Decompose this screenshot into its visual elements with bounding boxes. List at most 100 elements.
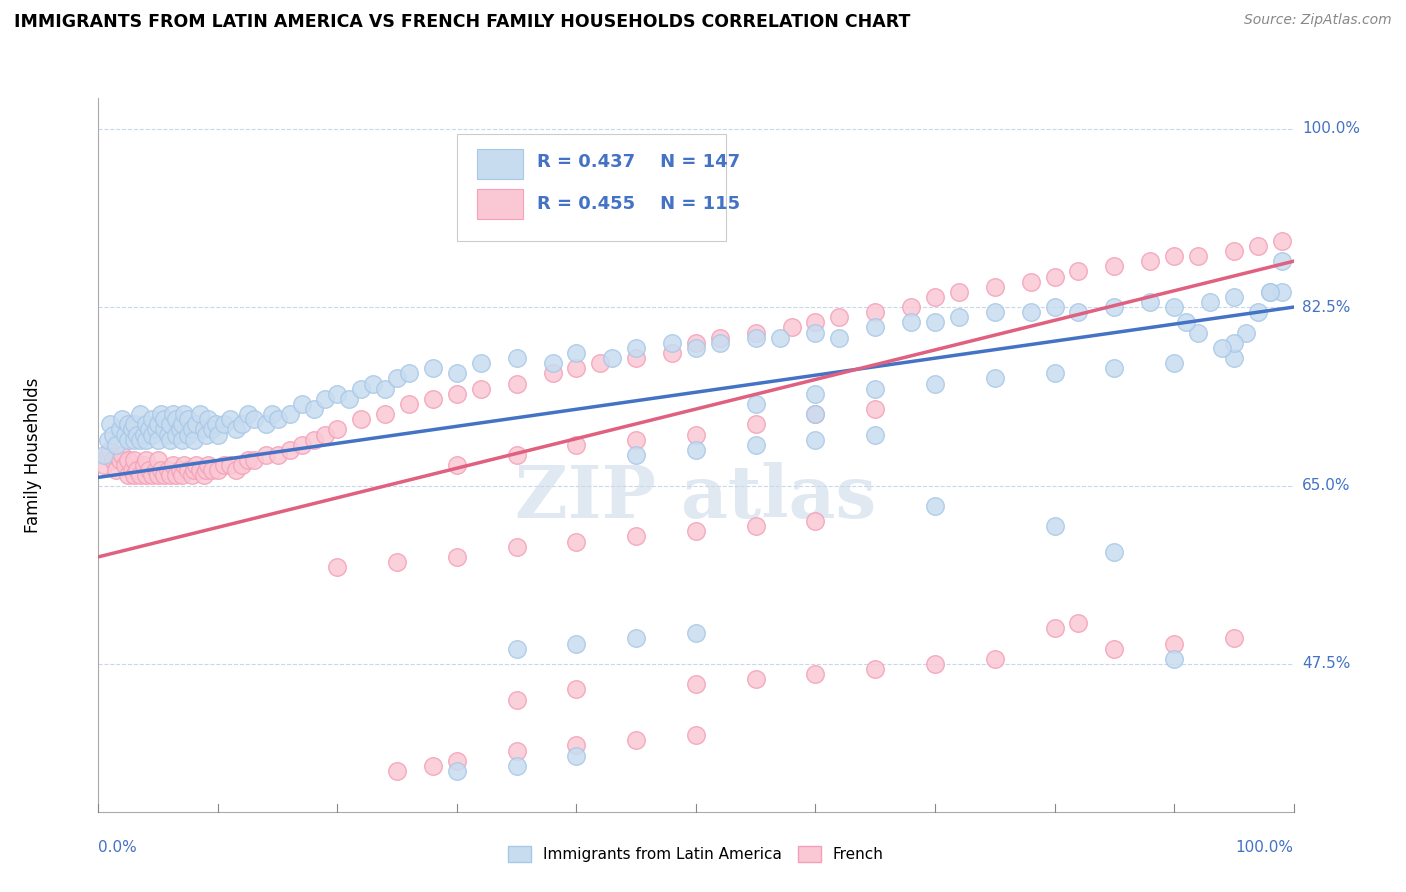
Point	[121, 463, 143, 477]
Point	[180, 468, 202, 483]
Point	[685, 728, 707, 742]
Point	[124, 417, 146, 432]
Point	[506, 540, 529, 554]
Point	[141, 412, 163, 426]
Text: R = 0.455    N = 115: R = 0.455 N = 115	[537, 194, 740, 212]
Point	[1019, 305, 1042, 319]
Point	[125, 427, 148, 442]
Point	[148, 468, 170, 483]
Point	[194, 463, 217, 477]
Point	[1163, 300, 1185, 314]
Point	[983, 652, 1005, 666]
Point	[326, 386, 349, 401]
Point	[141, 468, 163, 483]
Point	[863, 320, 886, 334]
Point	[1246, 305, 1268, 319]
Point	[162, 407, 184, 421]
Point	[326, 422, 349, 436]
Point	[565, 361, 588, 376]
Point	[101, 427, 124, 442]
Point	[156, 463, 179, 477]
Point	[162, 458, 184, 472]
Point	[685, 524, 707, 539]
Point	[446, 386, 468, 401]
Point	[1222, 335, 1246, 350]
FancyBboxPatch shape	[477, 189, 523, 219]
Point	[1198, 295, 1220, 310]
Point	[225, 422, 247, 436]
Point	[565, 346, 588, 360]
Point	[290, 397, 312, 411]
Point	[1043, 269, 1066, 284]
Point	[260, 407, 283, 421]
Point	[398, 397, 420, 411]
Point	[98, 442, 122, 457]
Point	[194, 427, 217, 442]
Point	[148, 417, 170, 432]
Point	[114, 427, 136, 442]
Point	[565, 636, 588, 650]
Point	[506, 759, 529, 773]
Point	[153, 422, 176, 436]
Point	[1234, 326, 1257, 340]
Point	[804, 386, 827, 401]
Point	[1187, 249, 1209, 263]
Point	[117, 468, 139, 483]
Point	[565, 438, 588, 452]
Point	[186, 458, 208, 472]
Point	[97, 433, 120, 447]
Point	[600, 351, 623, 365]
Text: R = 0.437    N = 147: R = 0.437 N = 147	[537, 153, 740, 171]
Point	[924, 315, 946, 329]
Point	[506, 692, 529, 706]
Point	[506, 743, 529, 757]
Point	[149, 463, 172, 477]
Point	[685, 427, 707, 442]
Point	[114, 458, 136, 472]
Point	[117, 453, 139, 467]
Point	[506, 641, 529, 656]
Point	[1067, 264, 1090, 278]
Point	[983, 305, 1005, 319]
Point	[145, 463, 167, 477]
Point	[863, 382, 886, 396]
Point	[302, 402, 325, 417]
Point	[108, 453, 131, 467]
Point	[148, 453, 170, 467]
Point	[924, 290, 946, 304]
Point	[624, 433, 647, 447]
Point	[541, 356, 564, 370]
Point	[132, 458, 155, 472]
Point	[169, 422, 191, 436]
Point	[804, 407, 827, 421]
Point	[117, 417, 139, 432]
Point	[212, 417, 235, 432]
Point	[173, 458, 195, 472]
Point	[129, 468, 152, 483]
Point	[745, 438, 768, 452]
Point	[125, 463, 148, 477]
Point	[685, 677, 707, 691]
Point	[924, 657, 946, 671]
Point	[948, 285, 970, 299]
Point	[900, 315, 922, 329]
Point	[470, 382, 492, 396]
Point	[337, 392, 360, 406]
Point	[385, 555, 409, 569]
Point	[422, 759, 444, 773]
Point	[828, 331, 851, 345]
Point	[243, 412, 266, 426]
Point	[108, 422, 131, 436]
Point	[267, 412, 290, 426]
Point	[624, 529, 647, 543]
Point	[1246, 239, 1268, 253]
Point	[326, 560, 349, 574]
Point	[93, 448, 115, 462]
Point	[661, 346, 683, 360]
Point	[398, 367, 420, 381]
Point	[804, 667, 827, 681]
Point	[685, 335, 707, 350]
Point	[983, 279, 1005, 293]
Point	[173, 407, 195, 421]
Point	[231, 458, 253, 472]
